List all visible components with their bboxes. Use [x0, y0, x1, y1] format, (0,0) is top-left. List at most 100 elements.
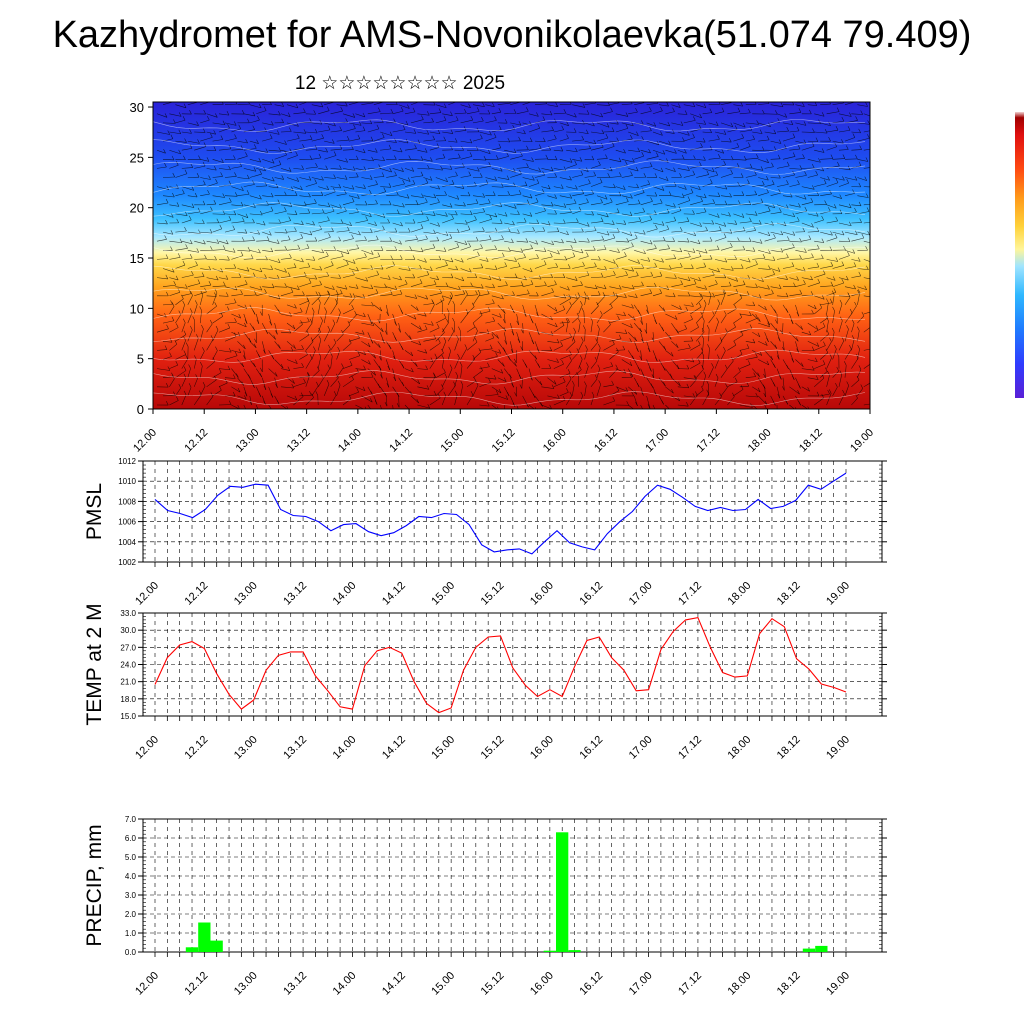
- wind-barb-flag: [189, 253, 193, 259]
- wind-barb: [212, 292, 218, 305]
- wind-barb: [572, 174, 583, 178]
- wind-barb: [355, 240, 367, 242]
- wind-barb-flag: [286, 405, 289, 409]
- wind-barb: [640, 149, 651, 154]
- wind-barb-flag: [246, 267, 250, 272]
- wind-barb: [789, 404, 795, 409]
- wind-barb-flag: [877, 261, 879, 265]
- wind-barb: [658, 268, 672, 270]
- wind-barb-flag: [646, 309, 649, 314]
- wind-barb-flag: [307, 317, 310, 322]
- wind-barb: [231, 350, 241, 354]
- wind-barb: [398, 268, 411, 271]
- wind-barb: [491, 313, 502, 318]
- wind-barb-flag: [655, 224, 658, 230]
- wind-barb: [609, 159, 622, 163]
- wind-barb: [367, 222, 377, 226]
- wind-barb: [280, 368, 290, 371]
- wind-barb-flag: [271, 159, 275, 164]
- wind-barb: [522, 323, 524, 334]
- wind-barb: [485, 377, 497, 380]
- wind-barb: [448, 120, 459, 124]
- wind-barb-flag: [411, 167, 415, 172]
- wind-barb-flag: [762, 180, 765, 186]
- wind-barb: [609, 286, 622, 290]
- wind-barb: [652, 222, 665, 226]
- wind-barb-flag: [291, 383, 294, 389]
- wind-barb-flag: [240, 201, 244, 207]
- wind-barb: [522, 213, 533, 217]
- wind-barb-flag: [716, 245, 720, 250]
- wind-barb-flag: [278, 110, 281, 116]
- wind-barb: [782, 377, 785, 391]
- wind-barb-flag: [353, 124, 356, 129]
- wind-barb-flag: [184, 211, 188, 216]
- wind-barb: [838, 277, 849, 281]
- wind-barb-flag: [259, 195, 262, 200]
- wind-barb: [504, 149, 517, 153]
- wind-barb: [621, 322, 633, 328]
- wind-barb-flag: [337, 346, 340, 352]
- wind-barb: [262, 138, 273, 142]
- wind-barb-flag: [356, 387, 359, 393]
- wind-barb: [758, 139, 770, 142]
- wind-barb-flag: [496, 334, 499, 339]
- wind-barb-flag: [514, 204, 517, 209]
- wind-barb: [206, 396, 214, 406]
- wind-barb: [832, 386, 838, 397]
- wind-barb-flag: [288, 216, 291, 221]
- wind-barb: [268, 186, 279, 189]
- wind-barb-flag: [373, 371, 376, 376]
- wind-barb-flag: [501, 235, 504, 240]
- wind-barb-flag: [580, 281, 583, 286]
- wind-barb: [671, 395, 680, 402]
- wind-barb: [212, 176, 223, 178]
- wind-barb-flag: [420, 156, 424, 161]
- precip-bar: [815, 945, 828, 952]
- wind-barb-flag: [872, 183, 874, 187]
- wind-barb-flag: [748, 200, 752, 205]
- wind-barb-flag: [752, 247, 756, 252]
- wind-barb: [330, 277, 341, 279]
- wind-barb-flag: [725, 383, 728, 388]
- wind-barb: [342, 398, 352, 406]
- wind-barb: [820, 317, 829, 324]
- wind-barb: [454, 204, 466, 207]
- wind-barb-flag: [654, 192, 658, 197]
- wind-barb-flag: [858, 128, 861, 134]
- wind-barb-flag: [828, 207, 831, 212]
- wind-barb: [652, 168, 664, 173]
- wind-barb: [640, 110, 652, 115]
- wind-barb: [330, 302, 338, 315]
- wind-barb-flag: [240, 290, 243, 295]
- wind-barb: [826, 182, 839, 187]
- wind-barb: [714, 358, 720, 369]
- wind-barb-flag: [278, 309, 281, 314]
- wind-barb-flag: [263, 106, 267, 111]
- wind-barb-flag: [523, 129, 526, 134]
- wind-barb-flag: [861, 233, 865, 239]
- wind-barb-flag: [835, 257, 839, 262]
- wind-barb-flag: [586, 129, 589, 134]
- wind-barb: [510, 213, 520, 215]
- wind-barb-flag: [764, 306, 767, 311]
- wind-barb-flag: [697, 358, 701, 364]
- wind-barb: [448, 140, 458, 143]
- wind-barb: [237, 250, 251, 252]
- wind-barb: [336, 210, 347, 215]
- wind-barb-flag: [597, 324, 600, 329]
- wind-barb-flag: [452, 317, 455, 323]
- wind-barb-flag: [289, 127, 292, 132]
- wind-barb: [367, 203, 378, 206]
- wind-barb-flag: [674, 149, 677, 154]
- x-tick-label: 12.00: [131, 427, 159, 455]
- wind-barb-flag: [786, 161, 790, 167]
- wind-barb: [733, 371, 741, 378]
- wind-barb: [621, 304, 634, 309]
- wind-barb: [541, 404, 552, 409]
- wind-barb-flag: [880, 336, 882, 340]
- wind-barb-flag: [318, 153, 322, 159]
- wind-barb-flag: [338, 308, 341, 313]
- wind-barb: [857, 268, 869, 271]
- wind-barb: [801, 368, 815, 371]
